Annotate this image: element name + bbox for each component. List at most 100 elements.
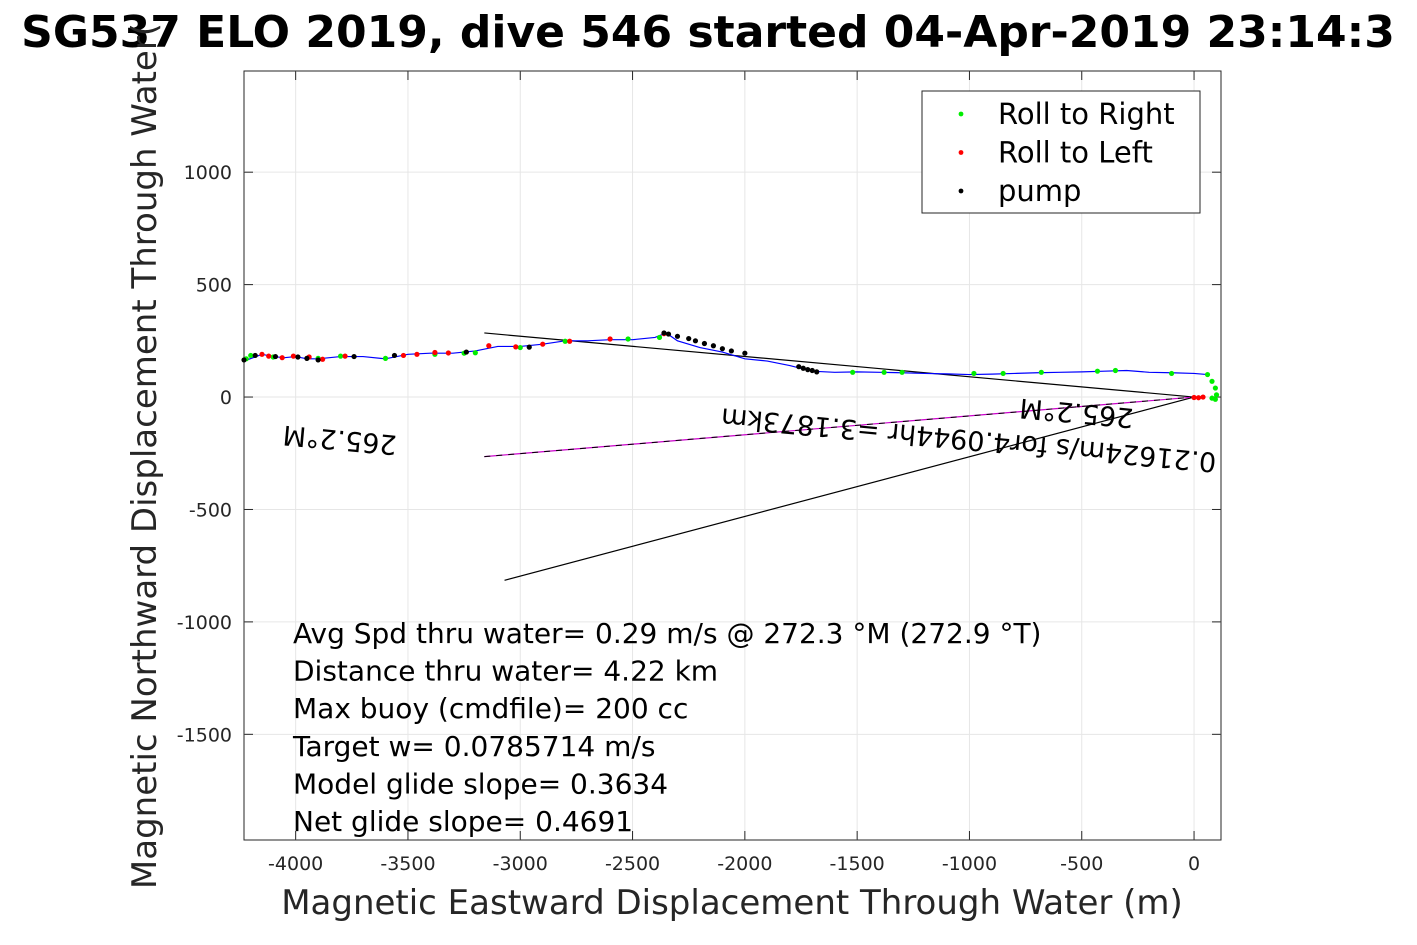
y-tick-label: 0 (220, 387, 232, 409)
roll-left-point (266, 353, 272, 359)
stats-line: Avg Spd thru water= 0.29 m/s @ 272.3 °M … (293, 617, 1041, 650)
roll-right-point (337, 353, 344, 359)
pump-point (674, 333, 681, 339)
roll-left-point (513, 344, 519, 350)
roll-right-point (517, 344, 523, 351)
roll-left-point (342, 353, 348, 359)
pump-point (661, 330, 667, 336)
legend-marker (958, 188, 964, 194)
roll-right-point (1209, 395, 1215, 401)
roll-right-point (1168, 370, 1175, 377)
pump-point (805, 367, 811, 373)
roll-right-point (1213, 392, 1220, 398)
x-tick-label: -4000 (268, 853, 323, 875)
roll-left-point (445, 350, 451, 356)
roll-right-point (1209, 378, 1215, 384)
pump-point (686, 335, 692, 342)
legend-marker (958, 111, 964, 117)
roll-left-point (486, 343, 492, 349)
pump-point (391, 352, 398, 359)
stats-line: Net glide slope= 0.4691 (293, 805, 633, 838)
x-axis-label: Magnetic Eastward Displacement Through W… (281, 883, 1183, 923)
y-axis-ticks: -1500 -1000 -500 0 500 1000 (177, 162, 1221, 746)
roll-left-point (279, 355, 285, 361)
roll-left-point (290, 353, 297, 359)
roll-left-point (1195, 395, 1202, 401)
legend-label: Roll to Left (998, 136, 1153, 170)
y-tick-label: -500 (189, 499, 232, 521)
pump-point (809, 367, 815, 374)
roll-right-point (1204, 371, 1211, 378)
roll-left-point (400, 352, 407, 359)
roll-right-point (472, 350, 478, 356)
pump-point (351, 353, 357, 360)
roll-right-point (1212, 385, 1218, 391)
reference-line (484, 332, 1195, 398)
pump-point (796, 364, 802, 370)
stats-line: Model glide slope= 0.3634 (293, 767, 668, 800)
roll-right-point (562, 338, 568, 344)
roll-left-point (259, 351, 265, 357)
roll-left-point (1191, 394, 1197, 401)
reference-lines (484, 332, 1195, 581)
stats-line: Distance thru water= 4.22 km (293, 655, 718, 688)
roll-right-point (625, 336, 631, 342)
roll-right-point (1112, 367, 1119, 374)
roll-left-point (432, 349, 438, 356)
roll-right-point (248, 352, 254, 359)
roll-right-point (1094, 368, 1101, 374)
y-tick-label: 1000 (184, 162, 232, 184)
pump-point (701, 340, 708, 347)
pump-point (463, 349, 469, 355)
roll-right-point (1038, 369, 1044, 375)
roll-right-point (850, 369, 856, 375)
legend-marker (958, 150, 964, 155)
legend-box (921, 90, 1201, 214)
legend-label: pump (998, 174, 1081, 208)
stats-text-block: Avg Spd thru water= 0.29 m/s @ 272.3 °M … (292, 617, 1041, 838)
roll-right-point (881, 369, 887, 375)
reference-line (504, 396, 1195, 581)
pump-point (315, 357, 321, 363)
roll-left-point (607, 336, 613, 342)
x-tick-label: -1000 (942, 853, 997, 875)
legend-label: Roll to Right (998, 97, 1175, 131)
x-tick-label: -3000 (493, 853, 548, 875)
mean-current-line-dash (484, 396, 1195, 458)
pump-point (728, 348, 734, 354)
x-tick-label: -2000 (717, 853, 772, 875)
stats-line: Max buoy (cmdfile)= 200 cc (293, 692, 688, 725)
pump-point (295, 354, 301, 360)
chart-title: SG537 ELO 2019, dive 546 started 04-Apr-… (21, 7, 1395, 58)
y-tick-label: -1000 (177, 612, 232, 634)
roll-left-point (320, 356, 326, 362)
roll-right-point (656, 334, 663, 341)
y-tick-label: 500 (196, 275, 232, 297)
pump-point (526, 344, 532, 350)
legend: Roll to Right Roll to Left pump (921, 90, 1201, 214)
roll-right-point (382, 355, 389, 361)
pump-point (665, 331, 672, 337)
stats-line: Target w= 0.0785714 m/s (292, 730, 655, 763)
pump-point (304, 355, 310, 361)
pump-point (692, 338, 699, 344)
pump-point (742, 350, 748, 356)
pump-point (800, 365, 806, 371)
pump-point (814, 369, 820, 375)
pump-point (719, 346, 725, 352)
x-tick-label: 0 (1188, 853, 1200, 875)
y-tick-label: -1500 (177, 724, 232, 746)
pump-point (710, 343, 717, 349)
roll-right-point (971, 370, 977, 377)
x-tick-label: -2500 (605, 853, 660, 875)
x-axis-ticks: -4000 -3500 -3000 -2500 -2000 -1500 -1000 -500 0 (268, 71, 1200, 875)
roll-left-point (414, 351, 420, 357)
roll-left-point (540, 341, 546, 347)
roll-left-point (567, 338, 573, 344)
roll-left-point (1200, 394, 1206, 400)
roll-right-point (1000, 370, 1006, 377)
pump-point (272, 353, 279, 360)
pump-point (241, 357, 247, 363)
x-tick-label: -3500 (380, 853, 435, 875)
